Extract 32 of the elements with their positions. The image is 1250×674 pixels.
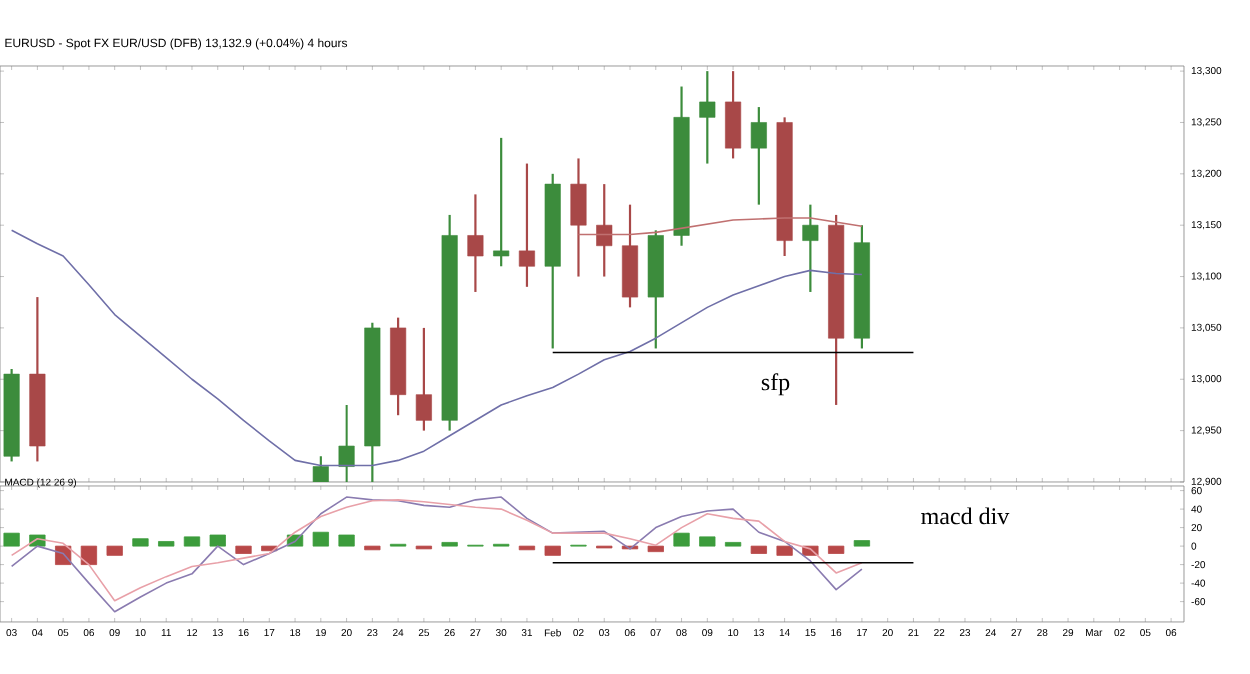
candlestick <box>699 70 716 165</box>
candlestick <box>802 203 819 294</box>
bar <box>235 545 252 554</box>
bar <box>699 536 716 547</box>
bar <box>828 545 845 554</box>
bar <box>106 545 123 556</box>
bar <box>647 545 664 553</box>
bar <box>312 531 329 547</box>
candlestick <box>467 193 484 294</box>
candlestick <box>338 403 355 482</box>
bar <box>3 532 20 547</box>
annotation: macd div <box>921 507 1010 525</box>
bar <box>132 538 149 547</box>
candlestick <box>518 162 535 288</box>
candlestick <box>596 183 613 278</box>
bar <box>183 536 201 547</box>
candlestick <box>312 455 329 482</box>
bar <box>209 534 226 547</box>
bar <box>338 534 355 547</box>
candlestick <box>570 157 587 278</box>
candlestick <box>750 105 767 206</box>
bar <box>673 532 690 547</box>
candlestick <box>493 136 510 268</box>
candlestick <box>725 70 742 160</box>
bar <box>544 545 561 556</box>
bar <box>750 545 767 554</box>
bar <box>158 541 175 547</box>
bar <box>776 545 793 556</box>
annotation: sfp <box>761 373 790 396</box>
bar <box>853 540 871 547</box>
candlestick <box>415 326 432 432</box>
bar <box>80 545 98 566</box>
